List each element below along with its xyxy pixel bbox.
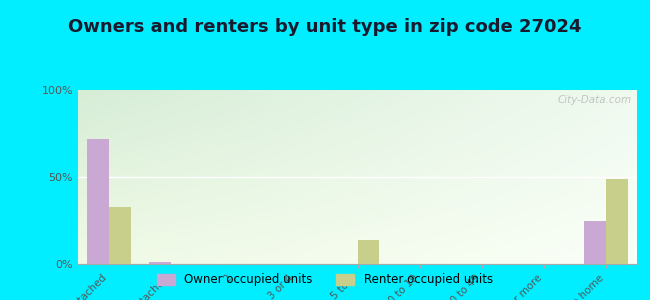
Legend: Owner occupied units, Renter occupied units: Owner occupied units, Renter occupied un… [153,269,497,291]
Bar [584,220,606,264]
Bar [150,262,171,264]
Bar [87,139,109,264]
Bar [109,207,131,264]
Bar [358,240,379,264]
Bar [606,179,628,264]
Text: Owners and renters by unit type in zip code 27024: Owners and renters by unit type in zip c… [68,18,582,36]
Text: City-Data.com: City-Data.com [557,95,631,105]
